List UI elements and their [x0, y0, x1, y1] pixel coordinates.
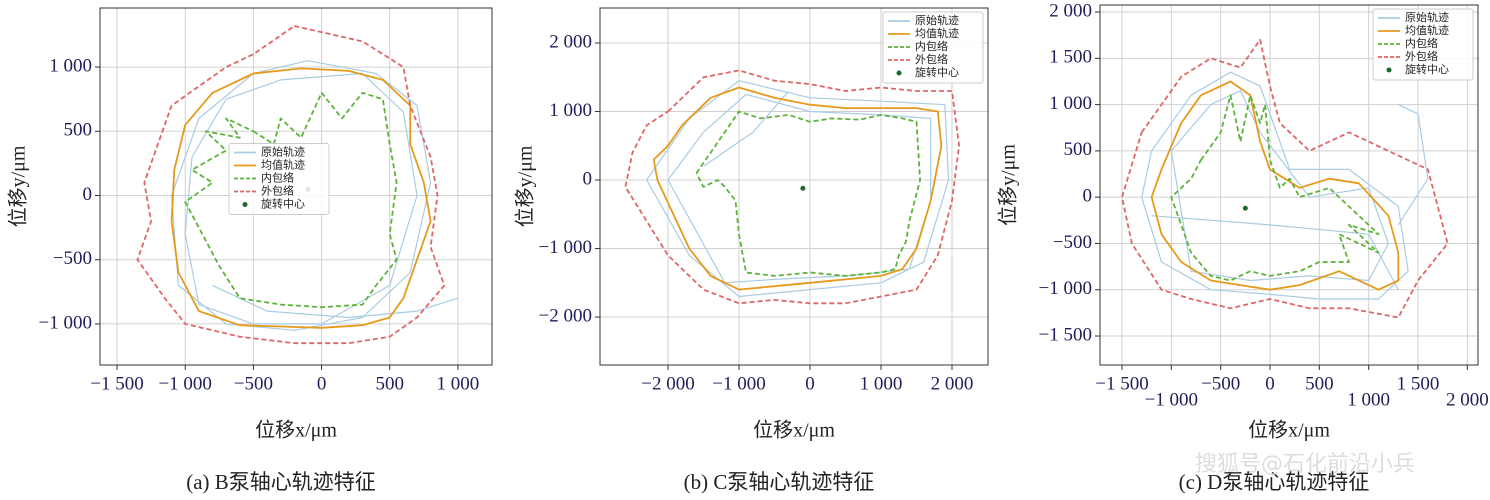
x-tick-label: 1 000	[1347, 389, 1390, 410]
y-tick-label: 1 000	[1049, 93, 1092, 114]
plot-area	[624, 69, 960, 305]
x-tick-label: −1 000	[712, 373, 765, 394]
rotation-center	[800, 185, 806, 191]
y-tick-label: 1 500	[1049, 47, 1092, 68]
chart-title: (c) D泵轴心轨迹特征	[1179, 470, 1370, 494]
plot-frame	[1099, 4, 1479, 366]
y-tick-label: 1 000	[549, 100, 592, 121]
legend-label: 外包络	[915, 52, 948, 66]
y-tick-label: 0	[1083, 186, 1093, 207]
y-tick-label: −2 000	[539, 305, 592, 326]
x-axis-label: 位移x/μm	[255, 419, 337, 442]
legend-label: 内包络	[261, 171, 294, 185]
x-tick-label: 500	[375, 373, 404, 394]
x-tick-label: −500	[1201, 373, 1240, 394]
plot-area	[1121, 38, 1449, 319]
x-tick-label: −2 000	[641, 373, 694, 394]
y-tick-label: −1 000	[39, 312, 92, 333]
series-line	[136, 25, 446, 345]
legend-marker	[242, 202, 248, 207]
series-line	[695, 110, 921, 277]
legend-label: 原始轨迹	[261, 145, 305, 159]
legend-label: 旋转中心	[1405, 62, 1449, 76]
panel: −1 500 −1 000 −500 0 500 1 000 −1 000 −500 0 500 1…	[7, 7, 493, 494]
y-axis-label: 位移y/μm	[7, 145, 30, 227]
plot-area	[136, 25, 459, 345]
x-tick-label: −500	[234, 373, 273, 394]
y-tick-label: 500	[64, 120, 93, 141]
series-line	[646, 80, 950, 298]
x-tick-label: 0	[317, 373, 327, 394]
legend-label: 外包络	[261, 184, 294, 198]
x-tick-label: 0	[1265, 373, 1275, 394]
y-tick-label: 500	[1064, 139, 1093, 160]
x-tick-label: −1 500	[1095, 373, 1148, 394]
legend-label: 内包络	[1405, 36, 1438, 50]
series-line	[184, 91, 398, 309]
series-line	[1121, 38, 1449, 319]
legend-label: 外包络	[1405, 49, 1438, 63]
series-line	[1150, 80, 1400, 291]
legend-label: 旋转中心	[261, 197, 305, 211]
legend-marker	[1386, 67, 1392, 73]
legend-box	[1372, 8, 1474, 81]
chart-title: (a) B泵轴心轨迹特征	[186, 470, 376, 494]
legend-label: 内包络	[915, 39, 948, 53]
x-tick-label: 0	[805, 373, 815, 394]
x-axis-label: 位移x/μm	[753, 419, 835, 442]
legend-label: 均值轨迹	[261, 158, 305, 172]
x-tick-label: 1 000	[860, 373, 903, 394]
legend-marker	[896, 70, 902, 76]
rotation-center	[1242, 205, 1248, 211]
legend-label: 均值轨迹	[1405, 23, 1449, 37]
series-line	[171, 60, 459, 331]
y-tick-label: 0	[583, 168, 593, 189]
x-tick-label: 2 000	[1446, 389, 1489, 410]
chart-title: (b) C泵轴心轨迹特征	[684, 470, 875, 494]
legend-box	[882, 11, 984, 84]
legend-label: 原始轨迹	[1405, 10, 1449, 24]
x-tick-label: 1 000	[437, 373, 480, 394]
x-tick-label: −1 500	[90, 373, 143, 394]
y-axis-label: 位移y/μm	[514, 145, 537, 227]
y-tick-label: 2 000	[1049, 0, 1092, 21]
series-line	[624, 69, 960, 305]
series-line	[1170, 94, 1380, 282]
x-tick-label: 2 000	[931, 373, 974, 394]
y-tick-label: −500	[53, 248, 92, 269]
panel: −2 000 −1 000 0 1 000 2 000 −2 000 −1 000 0 1 00…	[514, 7, 989, 494]
legend-label: 均值轨迹	[915, 26, 959, 40]
x-tick-label: 500	[1305, 373, 1334, 394]
x-axis-label: 位移x/μm	[1248, 419, 1330, 442]
y-tick-label: −1 500	[1039, 324, 1092, 345]
plot-frame	[599, 7, 989, 366]
series-line	[1141, 71, 1429, 300]
y-tick-label: −500	[1053, 232, 1092, 253]
x-tick-label: −1 000	[158, 373, 211, 394]
y-tick-label: 1 000	[49, 55, 92, 76]
legend-label: 旋转中心	[915, 65, 959, 79]
x-tick-label: −1 000	[1145, 389, 1198, 410]
y-axis-label: 位移y/μm	[997, 144, 1020, 226]
y-tick-label: −1 000	[539, 237, 592, 258]
y-tick-label: −1 000	[1039, 278, 1092, 299]
series-line	[170, 67, 432, 329]
plot-frame	[99, 7, 493, 366]
watermark: 搜狐号@石化前沿小兵	[1195, 452, 1415, 477]
legend-label: 原始轨迹	[915, 13, 959, 27]
series-line	[652, 86, 943, 291]
y-tick-label: 0	[83, 184, 93, 205]
x-tick-label: 1 500	[1397, 373, 1440, 394]
y-tick-label: 2 000	[549, 31, 592, 52]
legend-box	[228, 143, 330, 215]
